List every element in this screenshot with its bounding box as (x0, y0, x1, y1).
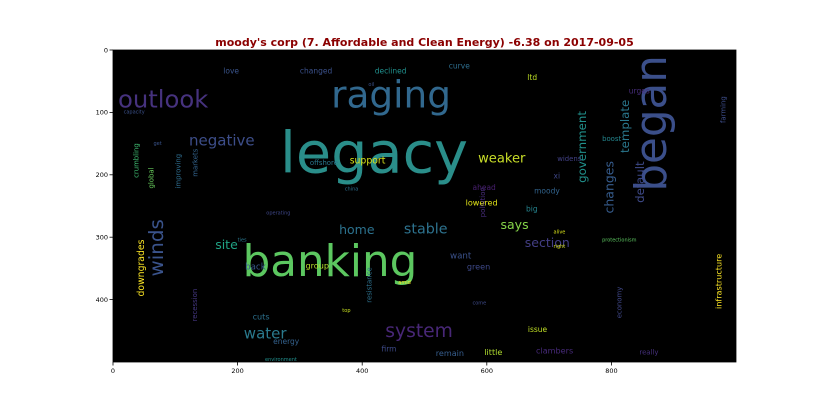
word-urges: urges (629, 87, 650, 96)
word-amid: amid (398, 280, 411, 286)
word-began: began (627, 55, 677, 192)
x-tick-label: 600 (481, 367, 493, 375)
word-global: global (148, 167, 156, 188)
word-declined: declined (375, 67, 407, 76)
word-top: top (342, 308, 350, 314)
word-firm: firm (382, 344, 397, 353)
word-crumbling: crumbling (133, 143, 141, 178)
word-banking: banking (243, 237, 418, 287)
word-love: love (223, 67, 239, 76)
word-big: big (526, 205, 538, 214)
word-right: right (554, 244, 566, 250)
word-raging: raging (331, 72, 451, 116)
x-tick-label: 400 (356, 367, 368, 375)
word-water: water (244, 324, 288, 342)
plot-frame (112, 49, 737, 363)
word-resistance: resistance (366, 267, 374, 302)
word-changes: changes (601, 161, 616, 214)
word-remain: remain (436, 348, 464, 358)
word-clambers: clambers (536, 345, 573, 355)
y-tick-label: 400 (96, 296, 108, 304)
word-default: default (633, 161, 647, 203)
y-tick-label: 300 (96, 234, 108, 242)
x-axis: 0 200 400 600 800 (111, 362, 618, 375)
word-negative: negative (189, 132, 255, 150)
word-want: want (450, 251, 472, 261)
word-economy: economy (615, 287, 623, 319)
word-winds: winds (145, 219, 168, 276)
word-xi: xi (554, 172, 561, 181)
word-curve: curve (449, 62, 470, 71)
word-system: system (385, 321, 453, 342)
x-tick-label: 0 (111, 367, 115, 375)
word-offshore: offshore (310, 159, 338, 167)
word-pollution: pollution (479, 187, 487, 217)
word-home: home (339, 222, 375, 237)
word-ties: ties (238, 238, 247, 244)
word-come: come (473, 301, 487, 307)
word-capacity: capacity (124, 110, 145, 116)
word-farming: farming (719, 96, 727, 123)
word-issue: issue (528, 325, 548, 334)
word-site: site (215, 237, 238, 252)
y-tick-label: 200 (96, 171, 108, 179)
word-get: get (154, 141, 162, 147)
word-section: section (525, 235, 570, 250)
word-alive: alive (554, 230, 566, 236)
word-says: says (501, 217, 529, 232)
word-support: support (350, 156, 386, 167)
plot-background (113, 50, 736, 362)
word-group: group (306, 260, 330, 270)
word-markets: markets (192, 148, 200, 176)
word-infrastructure: infrastructure (714, 254, 724, 309)
word-little: little (484, 347, 502, 357)
word-environment: environment (265, 357, 297, 363)
word-changed: changed (300, 67, 333, 76)
word-government: government (575, 111, 589, 183)
word-operating: operating (266, 211, 290, 217)
word-outlook: outlook (118, 84, 208, 113)
y-axis: 0 100 200 300 400 (96, 46, 113, 304)
y-tick-label: 100 (96, 109, 108, 117)
word-cuts: cuts (253, 312, 270, 322)
word-really: really (639, 349, 658, 357)
word-widens: widens (557, 155, 582, 163)
word-lowered: lowered (466, 197, 498, 207)
word-recession: recession (191, 289, 199, 322)
word-weaker: weaker (478, 151, 526, 166)
word-moody: moody (534, 187, 560, 196)
word-protectionism: protectionism (602, 238, 637, 244)
word-improving: improving (174, 154, 182, 189)
word-stable: stable (404, 222, 448, 238)
word-boost: boost (602, 135, 621, 143)
word-legacy: legacy (280, 119, 468, 186)
chart-title: moody's corp (7. Affordable and Clean En… (215, 36, 634, 49)
y-tick-label: 0 (104, 46, 108, 54)
word-energy: energy (273, 337, 300, 346)
word-ahead: ahead (473, 183, 497, 192)
word-back: back (245, 263, 266, 273)
word-downgrades: downgrades (136, 239, 147, 296)
x-tick-label: 200 (231, 367, 243, 375)
word-template: template (618, 100, 632, 153)
word-layer: legacy banking began raging outlook winds syst… (118, 55, 727, 363)
word-oil: oil (368, 82, 374, 88)
word-green: green (467, 262, 490, 272)
word-china: china (345, 186, 359, 192)
x-tick-label: 800 (605, 367, 617, 375)
word-ltd: ltd (527, 73, 537, 82)
